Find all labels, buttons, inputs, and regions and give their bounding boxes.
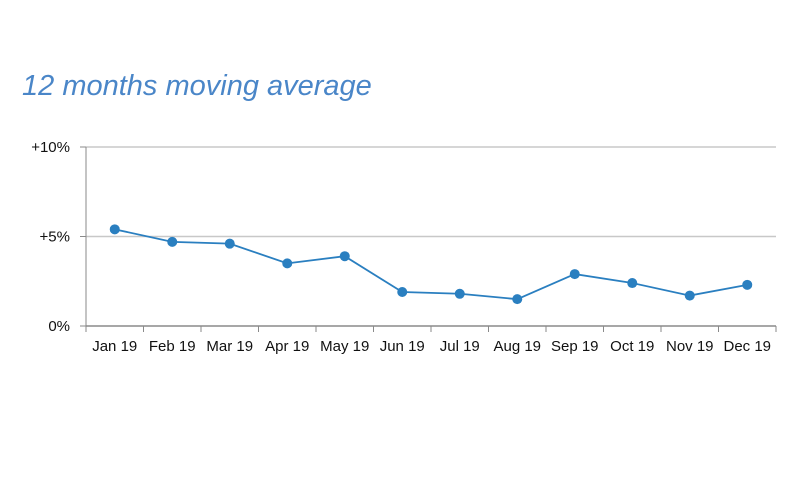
- chart-title: 12 months moving average: [22, 70, 372, 102]
- x-tick-label: Jul 19: [440, 338, 480, 355]
- data-point: [569, 269, 580, 280]
- data-point: [397, 286, 408, 297]
- y-tick-label: 0%: [48, 318, 70, 335]
- x-tick-label: Dec 19: [723, 338, 771, 355]
- axis-layer: [80, 146, 777, 332]
- data-point: [339, 251, 350, 262]
- data-point: [512, 294, 523, 305]
- x-tick-label: Oct 19: [610, 338, 654, 355]
- x-tick-label: Jan 19: [92, 338, 137, 355]
- data-point: [282, 258, 293, 269]
- y-tick-label: +10%: [31, 139, 70, 156]
- series-line: [114, 228, 748, 301]
- x-tick-label: Apr 19: [265, 338, 309, 355]
- data-point: [627, 278, 638, 289]
- grid-layer: [86, 146, 776, 238]
- x-tick-label: May 19: [320, 338, 369, 355]
- data-point: [684, 290, 695, 301]
- data-point: [109, 224, 120, 235]
- x-tick-label: Sep 19: [551, 338, 599, 355]
- y-tick-label: +5%: [40, 229, 70, 246]
- data-point: [224, 238, 235, 249]
- label-layer: 0% +5% +10% Jan 19 Feb 19 Mar 19 Apr 19 May 19 J…: [31, 139, 771, 355]
- data-point: [454, 288, 465, 299]
- x-tick-label: Feb 19: [149, 338, 196, 355]
- x-tick-label: Jun 19: [380, 338, 425, 355]
- x-tick-label: Mar 19: [206, 338, 253, 355]
- data-point: [742, 279, 753, 290]
- data-point: [167, 236, 178, 247]
- series-layer: [109, 224, 753, 305]
- x-tick-label: Nov 19: [666, 338, 714, 355]
- x-tick-label: Aug 19: [493, 338, 541, 355]
